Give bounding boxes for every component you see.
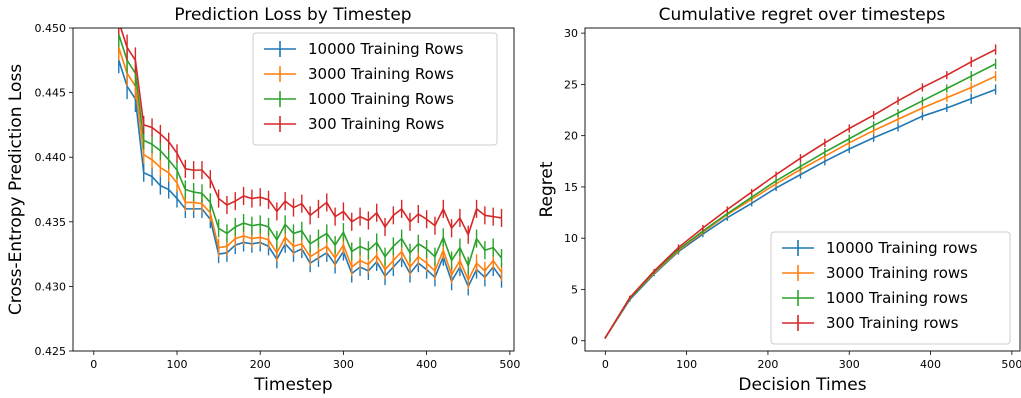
y-tick-label: 0 (571, 335, 578, 348)
y-tick-label: 0.430 (35, 280, 67, 293)
x-tick-label: 200 (757, 358, 778, 371)
x-tick-label: 0 (602, 358, 609, 371)
y-tick-label: 0.425 (35, 345, 67, 358)
x-tick-label: 0 (90, 358, 97, 371)
y-axis-label: Cross-Entropy Prediction Loss (6, 64, 26, 315)
legend-label: 300 Training rows (826, 314, 959, 332)
prediction-loss-chart: 0 100 200 300 400 500 0.425 0.430 0.435 0.440 0.44… (6, 5, 520, 395)
x-tick-label: 300 (839, 358, 860, 371)
y-tick-label: 0.445 (35, 87, 67, 100)
y-tick-label: 5 (571, 283, 578, 296)
y-tick-label: 25 (564, 78, 578, 91)
x-tick-label: 400 (920, 358, 941, 371)
legend-label: 1000 Training rows (826, 289, 968, 307)
y-tick-label: 0.440 (35, 151, 67, 164)
x-tick-label: 300 (333, 358, 354, 371)
x-tick-label: 500 (1001, 358, 1021, 371)
x-tick-label: 100 (676, 358, 697, 371)
legend-label: 3000 Training Rows (308, 65, 454, 83)
y-axis-label: Regret (537, 161, 557, 217)
x-tick-label: 500 (499, 358, 520, 371)
y-tick-label: 0.450 (35, 22, 67, 35)
y-tick-label: 0.435 (35, 216, 67, 229)
x-tick-label: 400 (416, 358, 437, 371)
x-tick-label: 200 (250, 358, 271, 371)
y-tick-label: 10 (564, 232, 578, 245)
legend: 10000 Training Rows 3000 Training Rows 100… (253, 33, 497, 145)
cumulative-regret-chart: 0 100 200 300 400 500 0 5 10 15 20 25 30 Cumulative r… (537, 5, 1021, 395)
legend-label: 10000 Training rows (826, 239, 978, 257)
legend-label: 300 Training Rows (308, 115, 445, 133)
x-axis-label: Timestep (253, 375, 332, 395)
legend-label: 10000 Training Rows (308, 40, 464, 58)
legend: 10000 Training rows 3000 Training rows 100… (771, 232, 1010, 344)
legend-label: 3000 Training rows (826, 264, 968, 282)
y-tick-label: 30 (564, 27, 578, 40)
chart-title: Cumulative regret over timesteps (659, 5, 946, 25)
x-tick-label: 100 (167, 358, 188, 371)
y-tick-label: 20 (564, 130, 578, 143)
x-axis-label: Decision Times (738, 375, 866, 395)
y-tick-label: 15 (564, 181, 578, 194)
legend-label: 1000 Training Rows (308, 90, 454, 108)
chart-title: Prediction Loss by Timestep (174, 5, 411, 25)
